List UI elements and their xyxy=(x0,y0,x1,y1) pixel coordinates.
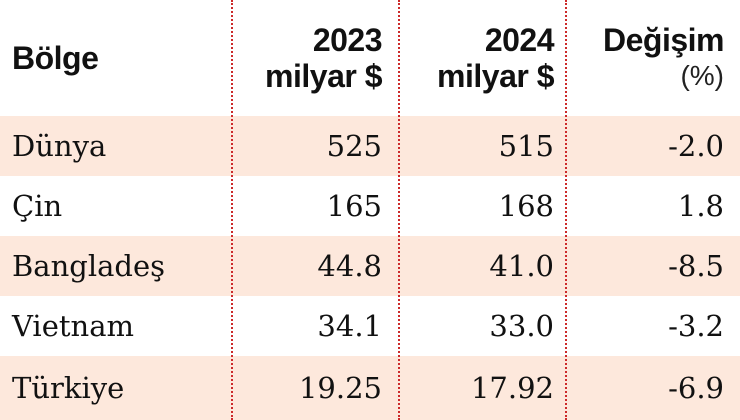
value-2024: 17.92 xyxy=(470,371,554,405)
header-change-unit: (%) xyxy=(680,60,724,91)
column-divider xyxy=(398,0,400,420)
column-divider xyxy=(565,0,567,420)
region-name: Türkiye xyxy=(12,371,125,405)
value-2023: 34.1 xyxy=(317,309,382,343)
region-name: Dünya xyxy=(12,129,107,163)
table-row: Vietnam 34.1 33.0 -3.2 xyxy=(0,296,740,356)
header-change-label: Değişim xyxy=(603,22,724,58)
value-2024: 515 xyxy=(498,129,554,163)
value-2023: 44.8 xyxy=(317,249,382,283)
table-row: Türkiye 19.25 17.92 -6.9 xyxy=(0,356,740,420)
region-name: Çin xyxy=(12,189,63,223)
region-name: Vietnam xyxy=(12,309,134,343)
header-2023-unit: milyar $ xyxy=(265,58,382,94)
header-2023-year: 2023 xyxy=(312,22,383,58)
value-2024: 41.0 xyxy=(489,249,554,283)
header-2024-cell: 2024 milyar $ xyxy=(390,0,566,116)
value-2023: 19.25 xyxy=(298,371,382,405)
value-2024: 33.0 xyxy=(489,309,554,343)
header-2023-cell: 2023 milyar $ xyxy=(232,0,390,116)
header-region-cell: Bölge xyxy=(0,0,232,116)
change-value: -3.2 xyxy=(668,309,724,343)
change-value: 1.8 xyxy=(677,189,724,223)
value-2023: 165 xyxy=(326,189,382,223)
change-value: -8.5 xyxy=(668,249,724,283)
header-change-cell: Değişim (%) xyxy=(566,0,740,116)
change-value: -6.9 xyxy=(668,371,724,405)
value-2023: 525 xyxy=(326,129,382,163)
table-row: Çin 165 168 1.8 xyxy=(0,176,740,236)
change-value: -2.0 xyxy=(668,129,724,163)
header-2024-unit: milyar $ xyxy=(437,58,554,94)
table-row: Bangladeş 44.8 41.0 -8.5 xyxy=(0,236,740,296)
table-row: Dünya 525 515 -2.0 xyxy=(0,116,740,176)
header-region: Bölge xyxy=(12,40,99,76)
value-2024: 168 xyxy=(498,189,554,223)
region-name: Bangladeş xyxy=(12,249,166,283)
table-header-row: Bölge 2023 milyar $ 2024 milyar $ Değişi… xyxy=(0,0,740,116)
column-divider xyxy=(231,0,233,420)
header-2024-year: 2024 xyxy=(484,22,555,58)
